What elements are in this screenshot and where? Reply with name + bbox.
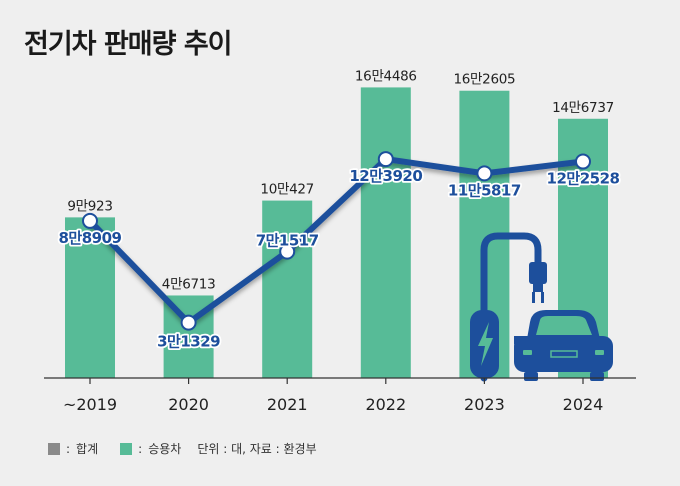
bar-value-label-1: 4만6713: [162, 276, 216, 292]
x-axis-ticks: [89, 378, 584, 384]
line-value-label-2: 7만1517: [256, 232, 319, 250]
line-value-label-0: 8만8909: [59, 229, 122, 247]
line-point-3: [377, 151, 394, 168]
legend-swatch-passenger: [120, 442, 133, 455]
line-point-4: [476, 165, 493, 182]
bar-3: [360, 87, 411, 378]
x-tick-label-1: 2020: [168, 395, 209, 414]
ev-charger-icon: [470, 232, 547, 382]
bar-value-label-4: 16만2605: [453, 72, 515, 88]
chart-title: 전기차 판매량 추이: [24, 29, 233, 60]
total-line: [87, 156, 586, 326]
line-value-labels: 8만8909 3만1329 7만1517 12만3920 11만5817 12만2528: [57, 165, 622, 352]
bar-value-label-2: 10만427: [260, 182, 314, 198]
x-tick-label-3: 2022: [365, 395, 406, 414]
x-tick-label-0: ~2019: [63, 395, 117, 414]
line-point-5: [575, 153, 591, 170]
bar-value-labels: 9만923 4만6713 10만427 16만4486 16만2605 14만6737: [67, 68, 614, 292]
bar-value-label-5: 14만6737: [552, 100, 614, 116]
bar-value-label-3: 16만4486: [355, 68, 417, 84]
x-axis-labels: ~2019 2020 2021 2022 2023 2024: [63, 395, 603, 414]
bar-0: [65, 217, 115, 378]
total-line-series: [82, 151, 591, 331]
line-point-1: [180, 314, 197, 331]
x-tick-label-4: 2023: [464, 395, 505, 414]
line-value-label-1: 3만1329: [157, 333, 220, 351]
bar-value-label-0: 9만923: [67, 198, 112, 214]
unit-source-note: 단위 : 대, 자료 : 환경부: [197, 442, 317, 456]
line-value-label-4: 11만5817: [448, 181, 521, 199]
legend-label-total: 합계: [76, 442, 99, 456]
line-value-label-3: 12만3920: [349, 167, 422, 185]
legend-swatch-total: [48, 442, 60, 455]
legend-sep: :: [66, 441, 71, 456]
line-value-label-5: 12만2528: [547, 170, 620, 188]
x-tick-label-2: 2021: [267, 395, 308, 414]
bar-2: [262, 200, 313, 378]
legend-label-passenger: 승용차: [148, 442, 182, 456]
legend: : 합계 : 승용차 단위 : 대, 자료 : 환경부: [48, 440, 317, 457]
legend-sep: :: [138, 441, 143, 456]
x-tick-label-5: 2024: [563, 395, 604, 414]
car-icon: [514, 310, 613, 381]
line-point-0: [82, 212, 98, 229]
line-point-2: [279, 243, 296, 260]
